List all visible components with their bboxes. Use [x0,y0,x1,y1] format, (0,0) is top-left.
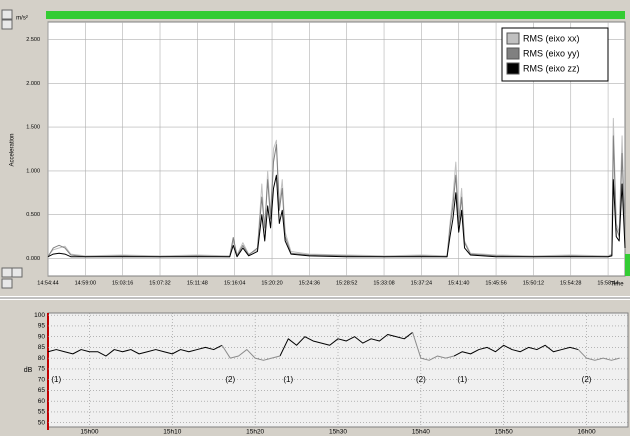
y-tick-label: 100 [34,312,45,319]
x-tick-label: 15h50 [495,429,513,436]
x-tick-label: 15:37:24 [411,280,432,286]
annotation: (2) [225,375,235,384]
annotation: (1) [283,375,293,384]
y-tick-label: 0.000 [26,256,40,262]
x-axis-label: Time [610,282,624,288]
y-tick-label: 0.500 [26,212,40,218]
series-line [47,174,626,258]
x-tick-label: 15:45:56 [485,280,506,286]
zoom-button[interactable] [1,19,13,30]
pan-button[interactable] [1,278,13,289]
x-tick-label: 15:03:16 [112,280,133,286]
x-tick-label: 16h00 [578,429,596,436]
y-axis-label: Acceleration [10,133,16,166]
x-tick-label: 15h10 [163,429,181,436]
y-tick-label: 65 [38,387,46,394]
x-tick-label: 15:24:36 [299,280,320,286]
zoom-button[interactable] [1,9,13,20]
y-tick-label: 50 [38,419,46,426]
annotation: (1) [51,375,61,384]
x-tick-label: 15:28:52 [336,280,357,286]
legend-swatch [506,47,520,60]
x-tick-label: 15:50:12 [523,280,544,286]
y-tick-label: 70 [38,376,46,383]
y-tick-label: 75 [38,366,46,373]
legend-swatch [506,62,520,75]
green-marker [625,254,630,276]
x-tick-label: 15:33:08 [373,280,394,286]
x-tick-label: 15:20:20 [261,280,282,286]
x-tick-label: 15:58:44 [597,280,618,286]
legend-label: RMS (eixo zz) [523,63,580,73]
y-tick-label: 60 [38,398,46,405]
x-tick-label: 15h20 [246,429,264,436]
y-axis-label: dB [24,367,33,374]
series-line [47,331,579,357]
x-tick-label: 15:07:32 [149,280,170,286]
y-tick-label: 2.500 [26,37,40,43]
x-tick-label: 15:16:04 [224,280,245,286]
legend-label: RMS (eixo xx) [523,33,580,43]
y-tick-label: 1.500 [26,125,40,131]
y-tick-label: 1.000 [26,168,40,174]
x-tick-label: 15:41:40 [448,280,469,286]
y-tick-label: 2.000 [26,81,40,87]
pan-button[interactable] [11,267,23,278]
y-tick-label: 85 [38,344,46,351]
y-tick-label: 55 [38,409,46,416]
pan-button[interactable] [1,267,13,278]
series-line [221,332,620,361]
x-tick-label: 14:59:00 [75,280,96,286]
x-tick-label: 15h40 [412,429,430,436]
legend-box [501,27,609,82]
annotation: (2) [582,375,592,384]
green-bar [46,11,625,19]
x-tick-label: 15:11:48 [187,280,208,286]
y-tick-label: 95 [38,323,46,330]
y-unit: m/s² [16,16,28,22]
annotation: (2) [416,375,426,384]
x-tick-label: 15h30 [329,429,347,436]
x-tick-label: 15:54:28 [560,280,581,286]
y-tick-label: 80 [38,355,46,362]
y-tick-label: 90 [38,333,46,340]
legend-swatch [506,32,520,45]
legend-label: RMS (eixo yy) [523,48,580,58]
x-tick-label: 15h00 [80,429,98,436]
x-tick-label: 14:54:44 [37,280,58,286]
annotation: (1) [457,375,467,384]
